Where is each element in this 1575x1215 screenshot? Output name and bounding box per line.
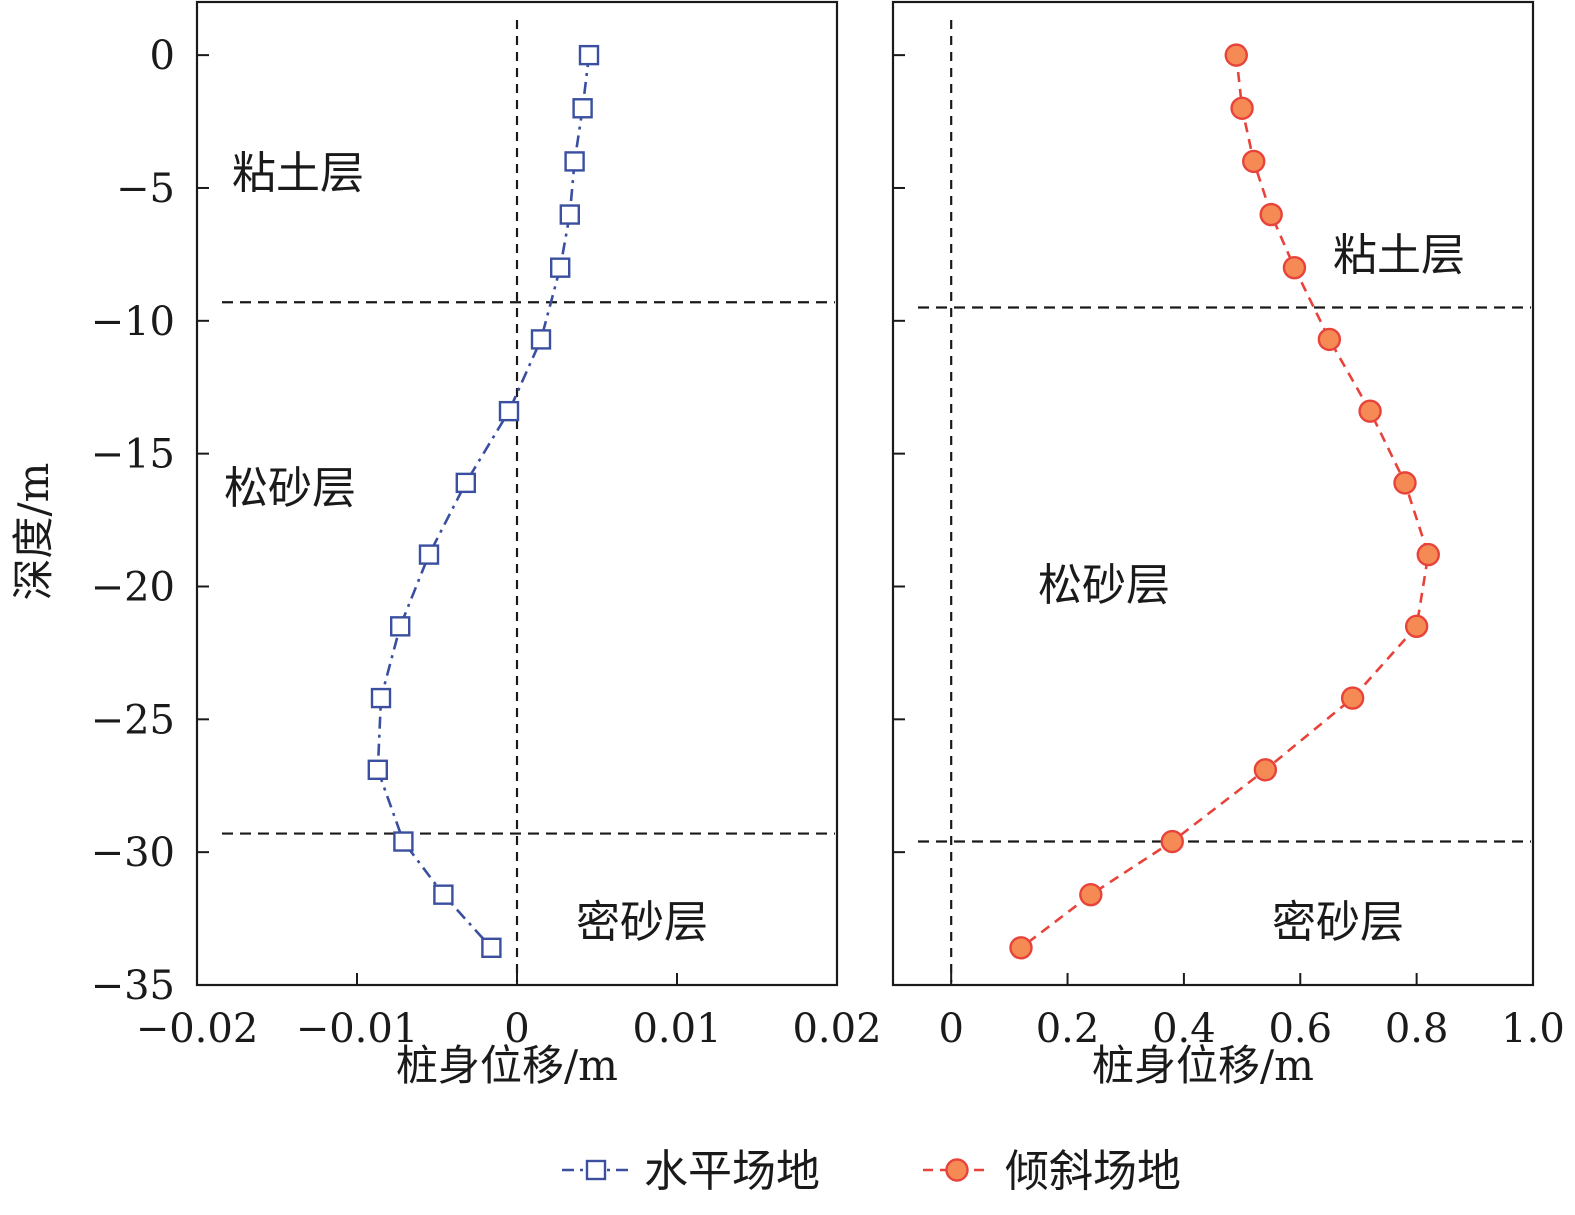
data-point: [370, 687, 392, 709]
y-tick-label: 0: [150, 33, 175, 79]
data-point: [1230, 96, 1254, 120]
data-point: [1079, 882, 1103, 907]
data-point: [1416, 542, 1440, 567]
data-point: [481, 937, 502, 959]
x-axis-title: 桩身位移/m: [1092, 1041, 1314, 1090]
series-line-left: [376, 54, 591, 949]
data-point: [559, 204, 580, 225]
y-tick-label: −10: [91, 299, 175, 345]
data-point: [418, 544, 440, 565]
x-tick-label: 0.8: [1385, 1006, 1449, 1052]
y-tick-label: −30: [91, 830, 175, 876]
data-point: [498, 400, 520, 422]
layer-label: 密砂层: [1272, 897, 1404, 948]
legend-marker-square-icon: [585, 1159, 607, 1181]
x-axis-title: 桩身位移/m: [396, 1041, 618, 1090]
data-point: [530, 329, 552, 350]
y-axis-title: 深度/m: [9, 463, 58, 601]
data-point: [455, 472, 476, 494]
data-point: [367, 759, 388, 781]
y-tick-label: −5: [116, 166, 175, 212]
layer-label: 松砂层: [224, 463, 356, 514]
data-point: [1224, 43, 1248, 67]
y-tick-label: −35: [91, 963, 175, 1009]
data-point: [550, 257, 571, 278]
data-point: [1404, 614, 1429, 639]
x-tick-label: 0: [504, 1006, 529, 1052]
legend-label: 倾斜场地: [1005, 1146, 1181, 1197]
data-point: [1282, 255, 1307, 280]
data-point: [1358, 399, 1382, 423]
data-point: [1317, 327, 1342, 352]
x-tick-label: −0.01: [296, 1006, 419, 1052]
x-tick-label: 0.4: [1152, 1006, 1216, 1052]
x-tick-label: 0.01: [632, 1006, 721, 1052]
data-point: [578, 44, 600, 66]
data-point: [1160, 829, 1184, 854]
layer-label: 密砂层: [576, 897, 708, 948]
data-point: [564, 151, 585, 172]
data-point: [1253, 758, 1278, 782]
data-point: [1242, 149, 1266, 174]
y-tick-label: −20: [91, 564, 175, 610]
data-point: [1393, 471, 1417, 495]
y-tick-label: −15: [91, 432, 175, 478]
x-tick-label: 0.6: [1268, 1006, 1332, 1052]
data-point: [572, 98, 593, 119]
x-tick-label: 0: [938, 1006, 963, 1052]
data-point: [1340, 686, 1365, 710]
data-point: [433, 884, 454, 905]
legend-marker-circle-icon: [945, 1158, 969, 1182]
plot-frame-right: [891, 0, 1535, 987]
data-point: [1009, 936, 1033, 960]
x-tick-label: 1.0: [1501, 1006, 1565, 1052]
x-tick-label: −0.02: [136, 1006, 259, 1052]
data-point: [1259, 202, 1283, 227]
data-point: [390, 616, 411, 637]
layer-label: 粘土层: [1333, 230, 1465, 281]
layer-label: 松砂层: [1038, 560, 1170, 611]
data-point: [393, 831, 414, 852]
legend-label: 水平场地: [644, 1146, 820, 1197]
y-tick-label: −25: [91, 697, 175, 743]
x-tick-label: 0.2: [1036, 1006, 1100, 1052]
x-tick-label: 0.02: [792, 1006, 881, 1052]
layer-label: 粘土层: [232, 148, 364, 199]
series-line-right: [1020, 54, 1430, 949]
